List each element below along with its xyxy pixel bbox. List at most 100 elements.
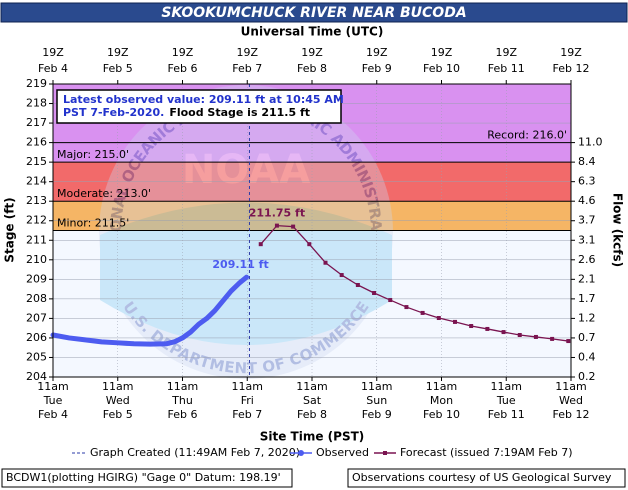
series-line: [50, 274, 250, 347]
x-tick-label: Feb 11: [488, 408, 525, 421]
value-label: 211.75 ft: [249, 207, 305, 220]
flood-label: Major: 215.0': [57, 148, 129, 161]
x2-tick-label: Feb 10: [423, 62, 460, 75]
y2-tick-label: 3.1: [578, 233, 596, 246]
x2-tick-label: Feb 7: [232, 62, 262, 75]
title-bar: [0, 2, 628, 23]
y-tick-label: 219: [26, 77, 47, 90]
x-tick-label: Wed: [559, 394, 583, 407]
y2-tick-label: 6.3: [578, 175, 596, 188]
x-tick-label: Sun: [366, 394, 387, 407]
x-tick-label: Feb 9: [362, 408, 392, 421]
y2-tick-label: 11.0: [578, 136, 603, 149]
x-tick-label: 11am: [491, 380, 522, 393]
forecast-point: [485, 326, 490, 331]
plot-frame: [52, 83, 572, 378]
annotation-flood-stage: Flood Stage is 211.5 ft: [169, 106, 310, 119]
x2-tick-label: 19Z: [172, 46, 194, 59]
x-tick-label: Feb 6: [168, 408, 198, 421]
y-tick-label: 206: [26, 331, 47, 344]
y-tick-label: 215: [26, 155, 47, 168]
forecast-point: [372, 291, 377, 296]
x2-tick-label: Feb 11: [488, 62, 525, 75]
x2-axis-title: Universal Time (UTC): [241, 25, 384, 39]
y-tick-label: 218: [26, 97, 47, 110]
x-tick-label: Feb 8: [297, 408, 327, 421]
flood-label: Moderate: 213.0': [57, 187, 151, 200]
y2-tick-label: 1.7: [578, 292, 596, 305]
y-tick-label: 204: [26, 370, 47, 383]
footer-left: BCDW1(plotting HGIRG) "Gage 0" Datum: 19…: [6, 471, 281, 484]
x2-tick-label: 19Z: [366, 46, 388, 59]
x2-tick-label: Feb 9: [362, 62, 392, 75]
forecast-point: [355, 282, 360, 287]
y2-tick-label: 0.4: [578, 350, 596, 363]
watermark-emblem: NOAA: [182, 147, 310, 193]
annotation-box: [56, 89, 342, 124]
annotation-line: Latest observed value: 209.11 ft at 10:4…: [63, 93, 344, 106]
forecast-point: [452, 319, 457, 324]
x-tick-label: Feb 5: [103, 408, 133, 421]
legend-marker: [298, 450, 304, 456]
forecast-point: [323, 260, 328, 265]
y-tick-label: 214: [26, 175, 47, 188]
forecast-point: [469, 324, 474, 329]
x2-tick-label: Feb 5: [103, 62, 133, 75]
x2-tick-label: 19Z: [301, 46, 323, 59]
forecast-point: [274, 223, 279, 228]
x2-tick-label: 19Z: [236, 46, 258, 59]
y2-tick-label: 4.6: [578, 194, 596, 207]
x-tick-label: Feb 12: [553, 408, 590, 421]
x-tick-label: 11am: [37, 380, 68, 393]
x-tick-label: Wed: [106, 394, 130, 407]
forecast-point: [501, 330, 506, 335]
flood-label: Record: 216.0': [487, 129, 567, 142]
chart-title: SKOOKUMCHUCK RIVER NEAR BUCODA: [161, 5, 466, 21]
x-tick-label: Thu: [171, 394, 193, 407]
forecast-point: [258, 242, 263, 247]
forecast-point: [307, 242, 312, 247]
x-tick-label: 11am: [167, 380, 198, 393]
y-tick-label: 217: [26, 116, 47, 129]
forecast-point: [420, 310, 425, 315]
value-label: 209.11 ft: [212, 258, 268, 271]
forecast-point: [339, 273, 344, 278]
x-tick-label: Fri: [241, 394, 254, 407]
y-tick-label: 209: [26, 272, 47, 285]
y-tick-label: 210: [26, 253, 47, 266]
x-tick-label: Sat: [303, 394, 322, 407]
x2-tick-label: 19Z: [495, 46, 517, 59]
forecast-point: [291, 224, 296, 229]
y-tick-label: 208: [26, 292, 47, 305]
legend-label: Graph Created (11:49AM Feb 7, 2020): [90, 446, 300, 459]
x-tick-label: 11am: [361, 380, 392, 393]
y2-tick-label: 0.7: [578, 331, 596, 344]
x2-tick-label: Feb 4: [38, 62, 68, 75]
y-tick-label: 212: [26, 214, 47, 227]
y-tick-label: 213: [26, 194, 47, 207]
forecast-point: [388, 298, 393, 303]
forecast-point: [550, 336, 555, 341]
y2-tick-label: 2.6: [578, 253, 596, 266]
x-tick-label: Feb 7: [232, 408, 262, 421]
x-tick-label: Tue: [43, 394, 63, 407]
x-tick-label: 11am: [555, 380, 586, 393]
y2-axis-title: Flow (kcfs): [611, 193, 625, 267]
x2-tick-label: Feb 6: [168, 62, 198, 75]
x-tick-label: Mon: [430, 394, 453, 407]
x-tick-label: 11am: [232, 380, 263, 393]
forecast-point: [566, 339, 571, 344]
y-tick-label: 207: [26, 311, 47, 324]
watermark-disc: [99, 85, 393, 379]
y2-tick-label: 3.7: [578, 214, 596, 227]
footer-right: Observations courtesy of US Geological S…: [352, 471, 612, 484]
x-axis-title: Site Time (PST): [260, 430, 365, 444]
legend-label: Forecast (issued 7:19AM Feb 7): [400, 446, 573, 459]
forecast-point: [533, 334, 538, 339]
x-tick-label: Feb 10: [423, 408, 460, 421]
footer-right-box: [347, 468, 626, 488]
x2-tick-label: 19Z: [431, 46, 453, 59]
x-tick-label: Tue: [496, 394, 516, 407]
series-line: [260, 224, 569, 342]
